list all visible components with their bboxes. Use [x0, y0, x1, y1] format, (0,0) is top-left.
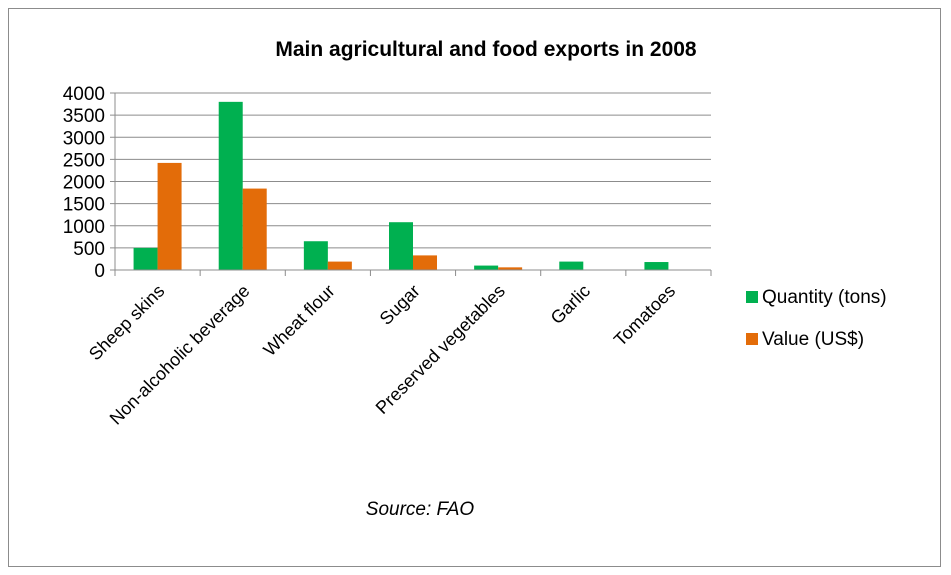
source-note: Source: FAO — [366, 499, 475, 520]
y-tick-label: 500 — [73, 239, 105, 260]
bar-value — [242, 188, 267, 270]
category-label: Garlic — [547, 281, 594, 328]
bar-value — [327, 261, 352, 270]
category-label: Wheat flour — [259, 281, 338, 360]
category-label: Tomatoes — [610, 281, 679, 350]
gridlines — [115, 92, 711, 249]
category-label: Non-alcoholic beverage — [106, 281, 254, 429]
bar-value — [157, 162, 182, 270]
bar-quantity — [389, 222, 413, 270]
bar-quantity — [303, 241, 328, 270]
y-tick-label: 2000 — [63, 173, 105, 194]
legend-swatch — [746, 291, 758, 303]
y-tick-label: 1500 — [63, 195, 105, 216]
category-label: Sheep skins — [85, 281, 168, 364]
bar-quantity — [474, 265, 499, 270]
bar-quantity — [644, 262, 669, 270]
legend-swatch — [746, 333, 758, 345]
category-label: Sugar — [376, 281, 424, 329]
bar-quantity — [559, 261, 584, 270]
axes — [114, 93, 712, 276]
bar-chart: Main agricultural and food exports in 20… — [63, 38, 887, 520]
y-tick-label: 3000 — [63, 128, 105, 149]
bar-value — [413, 255, 437, 270]
y-tick-label: 1000 — [63, 217, 105, 238]
bars — [133, 101, 669, 270]
y-tick-label: 4000 — [63, 84, 105, 105]
y-tick-label: 3500 — [63, 106, 105, 127]
bar-quantity — [218, 101, 243, 270]
legend: Quantity (tons) Value (US$) — [746, 287, 887, 350]
bar-value — [498, 267, 523, 270]
bar-quantity — [133, 247, 158, 270]
chart-title: Main agricultural and food exports in 20… — [275, 38, 697, 61]
y-tick-label: 0 — [94, 261, 105, 282]
chart-frame: Main agricultural and food exports in 20… — [8, 8, 941, 567]
legend-label: Quantity (tons) — [762, 287, 887, 308]
legend-label: Value (US$) — [762, 329, 864, 350]
y-tick-label: 2500 — [63, 150, 105, 171]
